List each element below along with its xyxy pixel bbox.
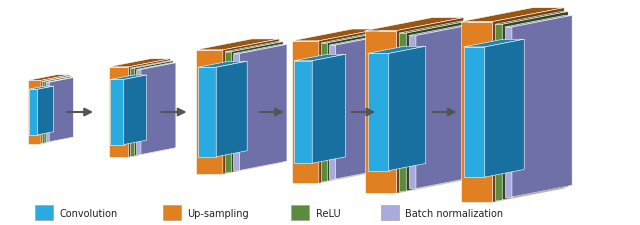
Polygon shape (136, 63, 176, 70)
Polygon shape (321, 33, 383, 44)
Polygon shape (484, 40, 524, 177)
Polygon shape (109, 68, 129, 158)
Polygon shape (141, 63, 176, 155)
Bar (163, 205, 181, 220)
Polygon shape (409, 25, 472, 36)
Polygon shape (129, 59, 170, 158)
Polygon shape (135, 61, 173, 156)
Bar (35, 205, 53, 220)
Text: Batch normalization: Batch normalization (405, 208, 503, 218)
Polygon shape (319, 30, 380, 183)
Polygon shape (41, 75, 70, 144)
Polygon shape (225, 52, 231, 173)
Polygon shape (330, 36, 387, 46)
Polygon shape (29, 90, 38, 135)
Polygon shape (28, 75, 70, 81)
Polygon shape (136, 70, 141, 155)
Polygon shape (335, 36, 387, 179)
Polygon shape (198, 62, 247, 68)
Polygon shape (495, 12, 568, 25)
Polygon shape (463, 48, 484, 177)
Polygon shape (292, 30, 380, 42)
Text: Up-sampling: Up-sampling (188, 208, 249, 218)
Polygon shape (312, 55, 346, 164)
Polygon shape (502, 12, 568, 200)
Polygon shape (46, 83, 49, 142)
Polygon shape (365, 18, 463, 32)
Polygon shape (327, 33, 383, 181)
Polygon shape (365, 32, 396, 194)
Text: Convolution: Convolution (60, 208, 118, 218)
Polygon shape (234, 45, 287, 54)
Polygon shape (463, 40, 524, 48)
Polygon shape (216, 62, 247, 157)
Polygon shape (196, 51, 223, 174)
Polygon shape (110, 80, 124, 145)
Text: ReLU: ReLU (316, 208, 340, 218)
Polygon shape (124, 76, 147, 145)
Polygon shape (292, 42, 319, 183)
Polygon shape (239, 45, 287, 171)
Polygon shape (198, 68, 216, 157)
Polygon shape (504, 28, 512, 197)
Polygon shape (321, 44, 327, 181)
Polygon shape (196, 40, 279, 51)
Polygon shape (294, 61, 312, 164)
Polygon shape (461, 9, 564, 22)
Polygon shape (49, 78, 74, 142)
Polygon shape (461, 22, 492, 202)
Polygon shape (406, 22, 468, 191)
Polygon shape (109, 59, 170, 68)
Polygon shape (223, 40, 279, 174)
Polygon shape (399, 34, 406, 191)
Polygon shape (512, 16, 572, 197)
Polygon shape (231, 43, 283, 173)
Polygon shape (45, 77, 72, 143)
Polygon shape (225, 43, 283, 52)
Polygon shape (396, 18, 463, 194)
Polygon shape (130, 69, 135, 156)
Polygon shape (29, 87, 54, 90)
Polygon shape (367, 47, 426, 54)
Polygon shape (399, 22, 468, 34)
Polygon shape (130, 61, 173, 69)
Polygon shape (504, 16, 572, 28)
Polygon shape (492, 9, 564, 202)
Polygon shape (367, 54, 388, 171)
Polygon shape (294, 55, 346, 61)
Polygon shape (38, 87, 54, 135)
Polygon shape (46, 78, 74, 83)
Polygon shape (42, 82, 45, 143)
Bar (291, 205, 309, 220)
Polygon shape (495, 25, 502, 200)
Polygon shape (28, 81, 41, 144)
Polygon shape (330, 46, 335, 179)
Polygon shape (234, 54, 239, 171)
Polygon shape (416, 25, 472, 189)
Polygon shape (110, 76, 147, 80)
Polygon shape (42, 77, 72, 82)
Polygon shape (388, 47, 426, 171)
Bar (381, 205, 399, 220)
Polygon shape (409, 36, 416, 189)
